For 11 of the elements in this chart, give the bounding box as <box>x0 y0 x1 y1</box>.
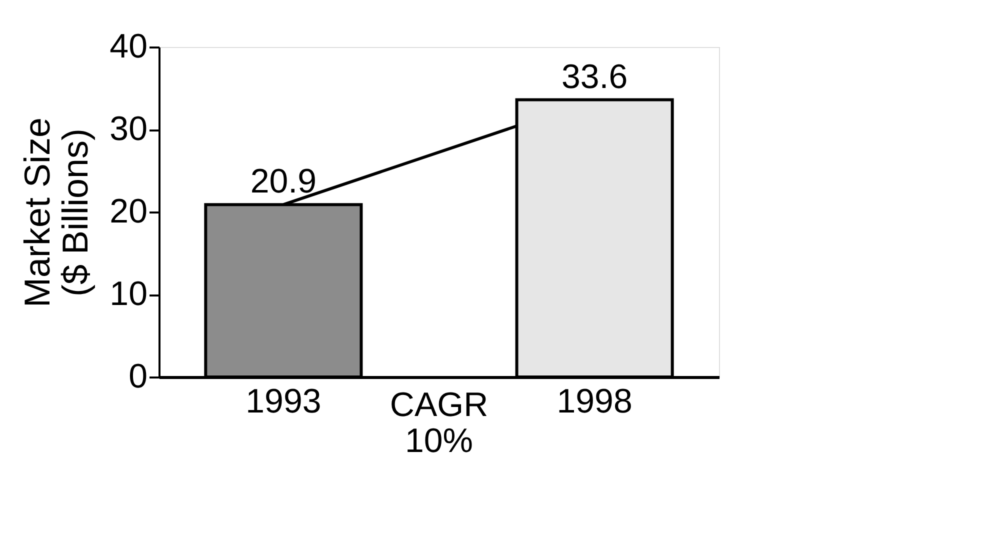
y-tick-label: 20 <box>110 192 148 230</box>
y-tick-label: 0 <box>128 358 148 396</box>
data-label: 20.9 <box>250 162 317 201</box>
y-tick-label: 10 <box>110 275 148 313</box>
x-tick-label: 1993 <box>246 382 322 420</box>
data-label: 33.6 <box>561 58 628 96</box>
x-tick-label: 1998 <box>556 382 632 420</box>
y-axis-title: Market Size ($ Billions) <box>16 117 96 308</box>
y-tick-label: 40 <box>110 28 148 66</box>
y-tick-label: 30 <box>110 110 148 148</box>
text: CAGR 10% <box>390 386 488 460</box>
